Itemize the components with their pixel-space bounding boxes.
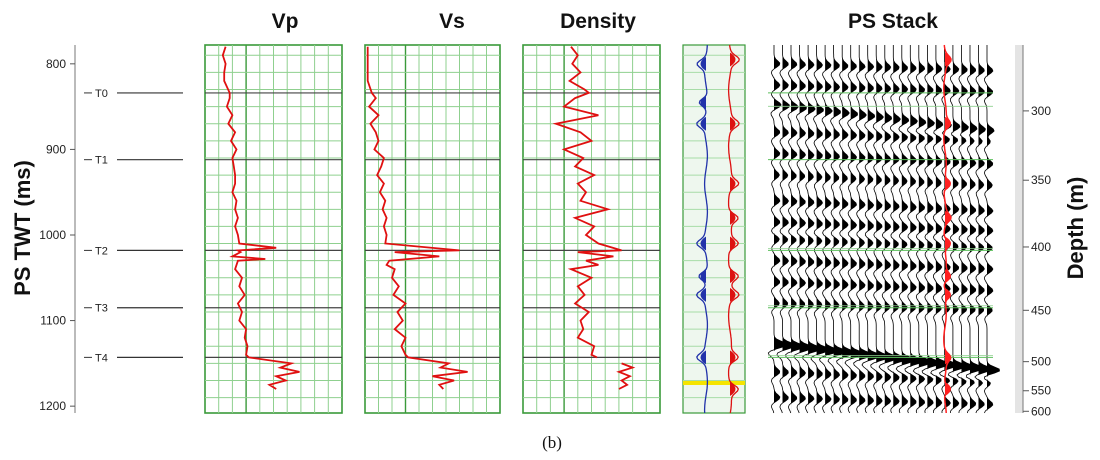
synthetic-trace-panel [682,44,746,414]
left-tick-label: 1000 [39,228,66,242]
synthetic-lobe [730,52,736,67]
left-axis-title: PS TWT (ms) [10,160,35,296]
synthetic-lobe [700,116,706,131]
well-tie-lobe [945,176,951,191]
stack-trace-fill [884,45,898,413]
stack-trace-fill [808,45,821,413]
horizon-label: T0 [95,88,108,100]
left-tick-label: 1100 [40,314,66,328]
stack-trace-fill [910,45,924,413]
well-tie-lobe [945,382,951,397]
stack-trace-fill [791,45,804,413]
synthetic-lobe [730,350,736,365]
stack-trace-fill [944,45,958,413]
horizon-label: T3 [95,303,108,315]
well-tie-lobe [945,210,951,225]
stack-trace-fill [918,45,932,413]
density-log-panel [522,44,661,414]
horizon-labels: T0 T1 T2 T3 T4 [84,88,183,364]
synthetic-lobe [700,56,706,71]
synthetic-lobe [730,287,736,302]
well-tie-lobe [945,236,951,251]
synthetic-lobe [730,382,736,397]
stack-trace-fill [952,45,966,413]
vs-log-panel [364,44,501,414]
stack-trace-fill [867,45,881,413]
stack-trace-fill [901,45,915,413]
stack-trace-fill [833,45,847,413]
stack-trace-fill [969,45,983,413]
right-tick-label: 600 [1031,404,1051,418]
right-tick-label: 550 [1031,384,1051,398]
synthetic-lobe [730,176,736,191]
right-axis-title: Depth (m) [1063,177,1088,280]
horizon-label: T1 [95,155,108,167]
stack-trace-fill [961,45,975,413]
stack-trace-fill [893,45,907,413]
vp-log-panel [204,44,343,414]
right-tick-label: 400 [1031,240,1051,254]
well-tie-lobe [945,269,951,284]
left-axis: 800 900 1000 1100 1200 [39,45,76,413]
synthetic-lobe [700,236,706,251]
log-curve [221,46,300,390]
log-curve [366,46,468,390]
left-tick-label: 900 [46,142,66,156]
horizon-label: T2 [95,245,108,257]
panel-title-vs: Vs [439,10,465,33]
synthetic-lobe [700,350,706,365]
stack-trace-fill [842,45,856,413]
stack-trace-fill [987,45,1000,413]
panel-title-density: Density [560,10,636,33]
panel-title-ps-stack: PS Stack [848,10,938,33]
synthetic-lobe [700,95,706,110]
synthetic-trace [727,44,740,414]
well-tie-lobe [945,287,951,302]
synthetic-lobe [730,236,736,251]
well-tie-lobe [945,52,951,67]
stack-trace-fill [799,45,813,413]
synthetic-lobe [730,116,736,131]
panel-title-vp: Vp [272,10,299,33]
horizon-label: T4 [95,352,108,364]
right-tick-label: 450 [1031,303,1051,317]
synthetic-lobe [700,287,706,302]
stack-trace-fill [927,45,941,413]
synthetic-lobe [730,269,736,284]
well-tie-lobe [945,350,951,365]
right-axis: 300 350 400 450 500 550 600 [1015,45,1051,418]
synthetic-lobe [700,269,706,284]
depth-scale-bar [1015,45,1023,413]
left-tick-label: 1200 [39,399,66,413]
right-tick-label: 300 [1031,104,1051,118]
synthetic-lobe [730,210,736,225]
panel-frame [682,44,746,414]
log-curve [552,46,622,359]
left-tick-label: 800 [46,57,66,71]
well-tie-lobe [945,116,951,131]
ps-stack-panel [767,44,1000,414]
right-tick-label: 350 [1031,173,1051,187]
stack-trace-fill [876,45,890,413]
right-tick-label: 500 [1031,355,1051,369]
stack-trace-fill [850,45,864,413]
figure-caption: (b) [542,433,562,452]
stack-trace-fill [978,45,992,413]
stack-trace-fill [859,45,873,413]
log-curve-lower [616,362,636,390]
